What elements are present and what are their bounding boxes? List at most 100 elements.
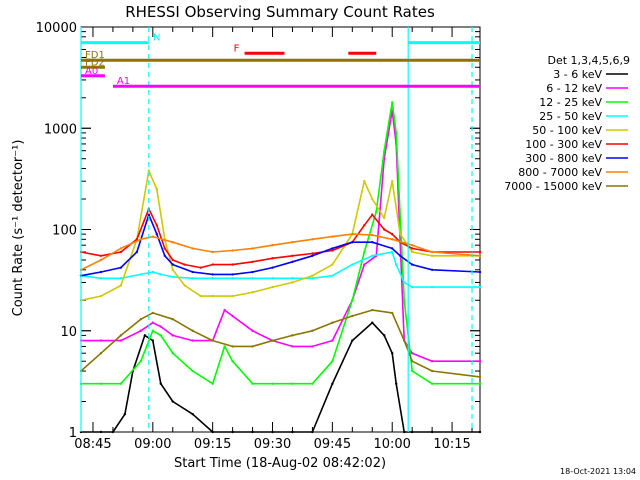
- data-point: [291, 281, 294, 284]
- data-point: [430, 268, 434, 271]
- data-point: [191, 277, 194, 280]
- y-tick-label: 10: [60, 325, 77, 340]
- data-point: [171, 240, 174, 244]
- data-point: [171, 275, 174, 279]
- data-point: [151, 329, 155, 332]
- data-point: [410, 285, 414, 289]
- x-tick-label: 08:45: [74, 437, 111, 452]
- series-line-50-100-kev: [80, 170, 480, 302]
- data-point: [99, 382, 103, 385]
- data-point: [351, 299, 354, 302]
- annotation-label: A0: [85, 66, 98, 77]
- data-point: [251, 430, 254, 434]
- data-point: [199, 294, 202, 298]
- data-point: [231, 249, 234, 252]
- data-point: [119, 277, 123, 280]
- data-point: [155, 232, 159, 236]
- data-point: [311, 254, 314, 257]
- data-point: [291, 430, 294, 434]
- y-tick-label: 1000: [44, 122, 77, 137]
- data-point: [223, 308, 226, 312]
- data-point: [371, 233, 374, 237]
- data-point: [159, 382, 162, 385]
- data-point: [159, 273, 162, 276]
- series-line-12-25-kev: [81, 101, 480, 385]
- data-point: [363, 263, 366, 266]
- y-tick-label: 100: [52, 224, 77, 239]
- data-point: [119, 339, 123, 342]
- data-point: [371, 254, 374, 257]
- annotation-label: N: [153, 33, 160, 44]
- data-point: [371, 308, 374, 312]
- data-point: [478, 375, 482, 379]
- data-point: [402, 430, 406, 434]
- data-point: [119, 247, 123, 250]
- data-point: [211, 263, 214, 266]
- data-point: [478, 254, 482, 257]
- data-point: [155, 188, 159, 191]
- data-point: [119, 382, 123, 385]
- data-point: [251, 260, 254, 263]
- data-point: [391, 238, 394, 241]
- data-point: [199, 266, 202, 269]
- data-point: [331, 360, 334, 363]
- data-point: [371, 240, 374, 244]
- y-tick-label: 1: [69, 426, 77, 441]
- legend-title: Det 1,3,4,5,6,9: [547, 54, 630, 67]
- data-point: [99, 258, 103, 262]
- data-point: [410, 352, 414, 355]
- data-point: [251, 270, 254, 274]
- data-point: [211, 273, 214, 276]
- data-point: [351, 339, 354, 342]
- data-point: [291, 260, 294, 263]
- data-point: [99, 254, 103, 257]
- data-point: [231, 294, 234, 298]
- data-point: [410, 250, 414, 254]
- data-point: [311, 430, 314, 434]
- data-point: [371, 197, 374, 201]
- x-tick-label: 09:00: [134, 437, 171, 452]
- data-point: [331, 263, 334, 266]
- data-point: [231, 273, 234, 276]
- data-point: [147, 213, 151, 216]
- data-point: [151, 270, 155, 274]
- data-point: [291, 345, 294, 348]
- data-point: [430, 382, 434, 385]
- data-point: [478, 285, 482, 289]
- data-point: [383, 149, 386, 152]
- data-point: [119, 284, 123, 287]
- data-point: [139, 360, 143, 363]
- data-point: [331, 247, 334, 250]
- data-point: [391, 311, 394, 315]
- data-point: [331, 382, 334, 385]
- data-point: [478, 250, 482, 254]
- data-point: [331, 321, 334, 324]
- data-point: [383, 216, 386, 220]
- data-point: [119, 334, 123, 337]
- data-point: [151, 235, 155, 238]
- data-point: [271, 339, 274, 342]
- data-point: [291, 240, 294, 244]
- data-point: [391, 352, 394, 355]
- data-point: [311, 238, 314, 241]
- data-point: [99, 277, 103, 280]
- data-point: [351, 232, 354, 236]
- data-point: [191, 247, 194, 250]
- data-point: [251, 382, 254, 385]
- data-point: [410, 430, 414, 434]
- annotation-label: FD1: [85, 50, 105, 61]
- data-point: [119, 266, 123, 269]
- data-point: [430, 285, 434, 289]
- data-point: [363, 250, 366, 254]
- data-point: [183, 284, 186, 287]
- data-point: [139, 273, 143, 276]
- y-tick-label: 10000: [36, 21, 77, 36]
- data-point: [371, 321, 374, 324]
- data-point: [211, 339, 214, 342]
- data-point: [363, 224, 366, 227]
- data-point: [211, 294, 214, 298]
- data-point: [171, 318, 174, 321]
- data-point: [311, 277, 314, 280]
- data-point: [99, 270, 103, 274]
